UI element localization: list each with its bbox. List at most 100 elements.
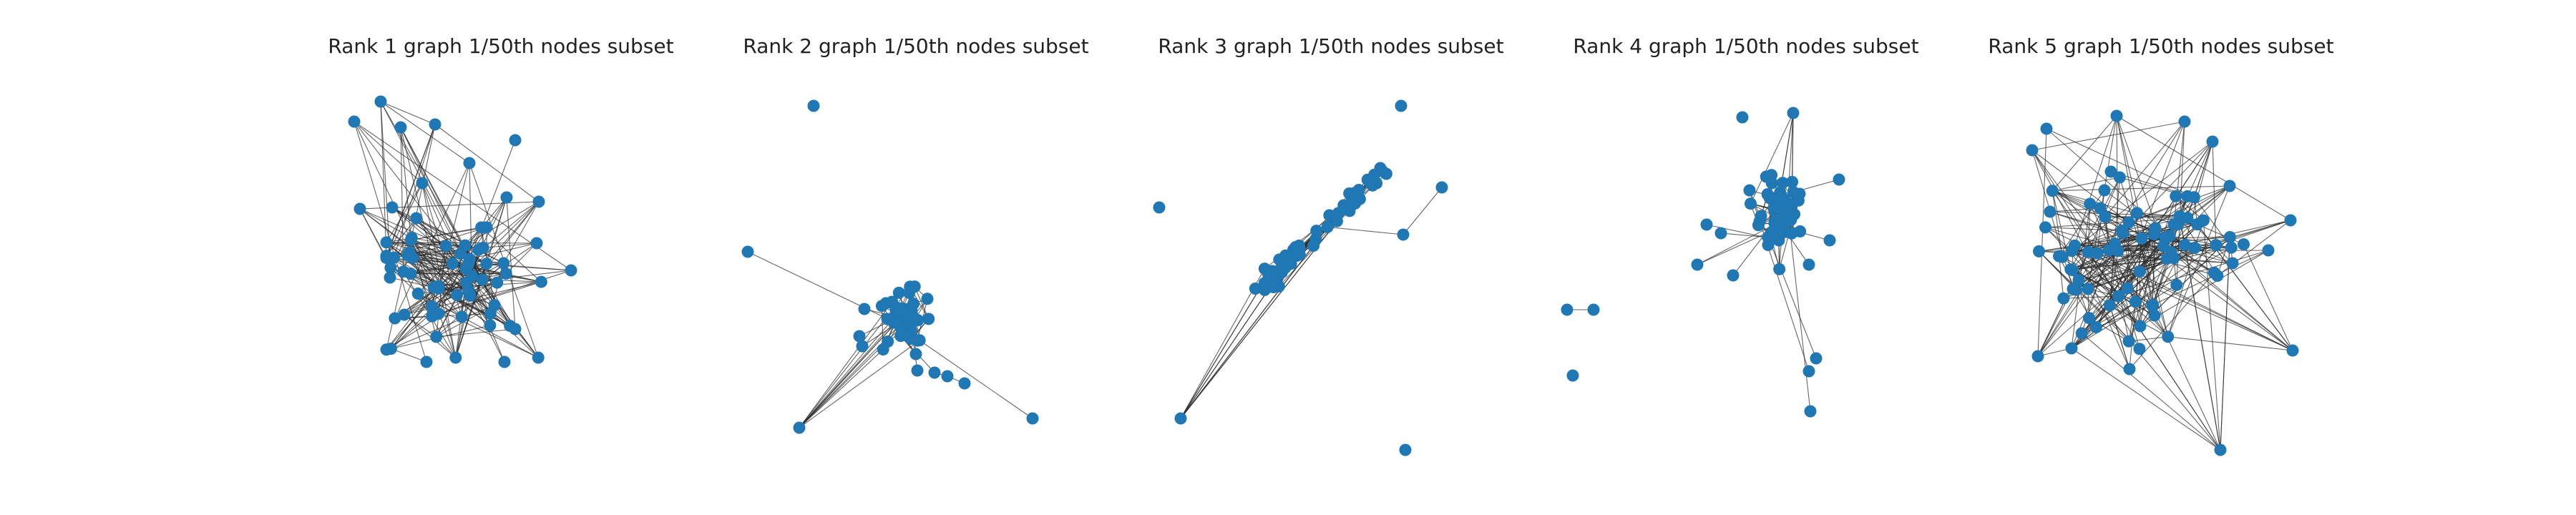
edge-layer xyxy=(1180,170,1443,419)
graph-node xyxy=(1332,207,1345,220)
graph-node xyxy=(2134,320,2147,333)
graph-edge xyxy=(2087,217,2188,290)
graph-node xyxy=(420,355,433,368)
graph-node xyxy=(500,191,513,204)
graph-node xyxy=(2064,263,2077,276)
graph-edge xyxy=(2039,251,2140,350)
graph-edge xyxy=(416,217,491,326)
graph-edge xyxy=(2152,305,2221,451)
graph-node xyxy=(1267,280,1280,293)
graph-node xyxy=(2207,266,2220,279)
graph-node xyxy=(907,298,920,310)
graph-node xyxy=(2162,330,2175,343)
graph-edge xyxy=(2087,115,2117,290)
graph-edge xyxy=(486,201,540,265)
graph-node xyxy=(2206,135,2219,148)
graph-node xyxy=(2098,184,2111,197)
graph-edge xyxy=(481,227,542,283)
graph-node xyxy=(1714,227,1727,240)
graph-node xyxy=(2039,221,2052,234)
graph-node xyxy=(1765,169,1778,182)
graph-node xyxy=(2223,231,2236,244)
graph-node xyxy=(1293,242,1306,255)
graph-node xyxy=(2084,197,2097,210)
graph-node xyxy=(2167,218,2180,231)
graph-node xyxy=(532,195,545,208)
network-graph xyxy=(1561,107,1845,418)
graph-node xyxy=(1787,107,1800,119)
graph-edge xyxy=(2031,121,2185,151)
graph-edge xyxy=(2059,256,2064,299)
graph-node xyxy=(1768,217,1781,230)
graph-node xyxy=(2210,239,2223,252)
graph-node xyxy=(476,273,489,286)
graph-node xyxy=(439,240,452,252)
graph-edge xyxy=(2109,305,2130,370)
graph-edge xyxy=(2197,224,2244,245)
graph-edge xyxy=(1180,274,1269,419)
graph-edge xyxy=(391,207,472,277)
graph-edge xyxy=(359,208,387,258)
graph-edge xyxy=(353,121,423,184)
graph-edge xyxy=(411,240,457,295)
graph-node xyxy=(2148,309,2161,322)
network-graph xyxy=(1153,99,1448,456)
panel-title: Rank 5 graph 1/50th nodes subset xyxy=(1988,34,2334,58)
graph-node xyxy=(2135,232,2148,245)
graph-node xyxy=(2057,292,2070,305)
graph-edge xyxy=(421,182,467,283)
graph-edge xyxy=(2097,190,2105,254)
graph-node xyxy=(853,330,866,343)
graph-node xyxy=(1249,282,1262,295)
graph-edge xyxy=(2167,336,2293,351)
graph-node xyxy=(398,308,411,321)
network-graph xyxy=(741,99,1039,434)
graph-node xyxy=(2123,363,2136,376)
graph-node xyxy=(1793,187,1806,200)
graph-node xyxy=(1794,225,1807,237)
graph-edge xyxy=(2059,190,2105,257)
graph-panel-rank-4: Rank 4 graph 1/50th nodes subset xyxy=(1546,29,1946,486)
graph-node xyxy=(909,348,922,360)
graph-edge xyxy=(799,349,884,428)
graph-node xyxy=(475,221,488,234)
graph-node xyxy=(425,300,438,313)
graph-node xyxy=(2214,443,2227,456)
graph-node xyxy=(2157,240,2170,252)
graph-node xyxy=(2110,109,2123,122)
graph-edge xyxy=(412,245,465,258)
graph-edge xyxy=(2074,245,2130,370)
graph-node xyxy=(1279,262,1292,275)
graph-node xyxy=(535,275,547,288)
graph-edge xyxy=(2072,250,2293,351)
graph-edge xyxy=(400,127,470,260)
graph-node xyxy=(504,320,517,333)
graph-node xyxy=(1395,99,1407,112)
graph-edge xyxy=(386,242,439,289)
graph-node xyxy=(2099,210,2112,223)
graph-node xyxy=(2082,312,2095,325)
graph-edge xyxy=(2052,177,2120,192)
node-layer xyxy=(348,95,577,368)
graph-node xyxy=(2122,216,2135,229)
graph-node xyxy=(411,288,424,300)
graph-node xyxy=(2113,171,2126,184)
graph-node xyxy=(1736,111,1749,124)
graph-node xyxy=(2147,227,2160,240)
graph-edge xyxy=(438,270,572,314)
graph-node xyxy=(449,351,462,364)
graph-node xyxy=(2122,335,2135,348)
graph-node xyxy=(1752,219,1765,232)
graph-node xyxy=(2178,115,2191,128)
graph-edge xyxy=(799,314,910,428)
graph-node xyxy=(904,281,917,294)
graph-edge xyxy=(400,127,439,287)
graph-node xyxy=(1700,218,1713,231)
graph-node xyxy=(416,177,429,190)
graph-node xyxy=(2129,295,2142,308)
graph-edge xyxy=(393,124,436,258)
edge-layer xyxy=(2031,115,2293,451)
graph-node xyxy=(2069,239,2082,252)
graph-node xyxy=(2238,238,2250,251)
graph-node xyxy=(401,249,414,262)
